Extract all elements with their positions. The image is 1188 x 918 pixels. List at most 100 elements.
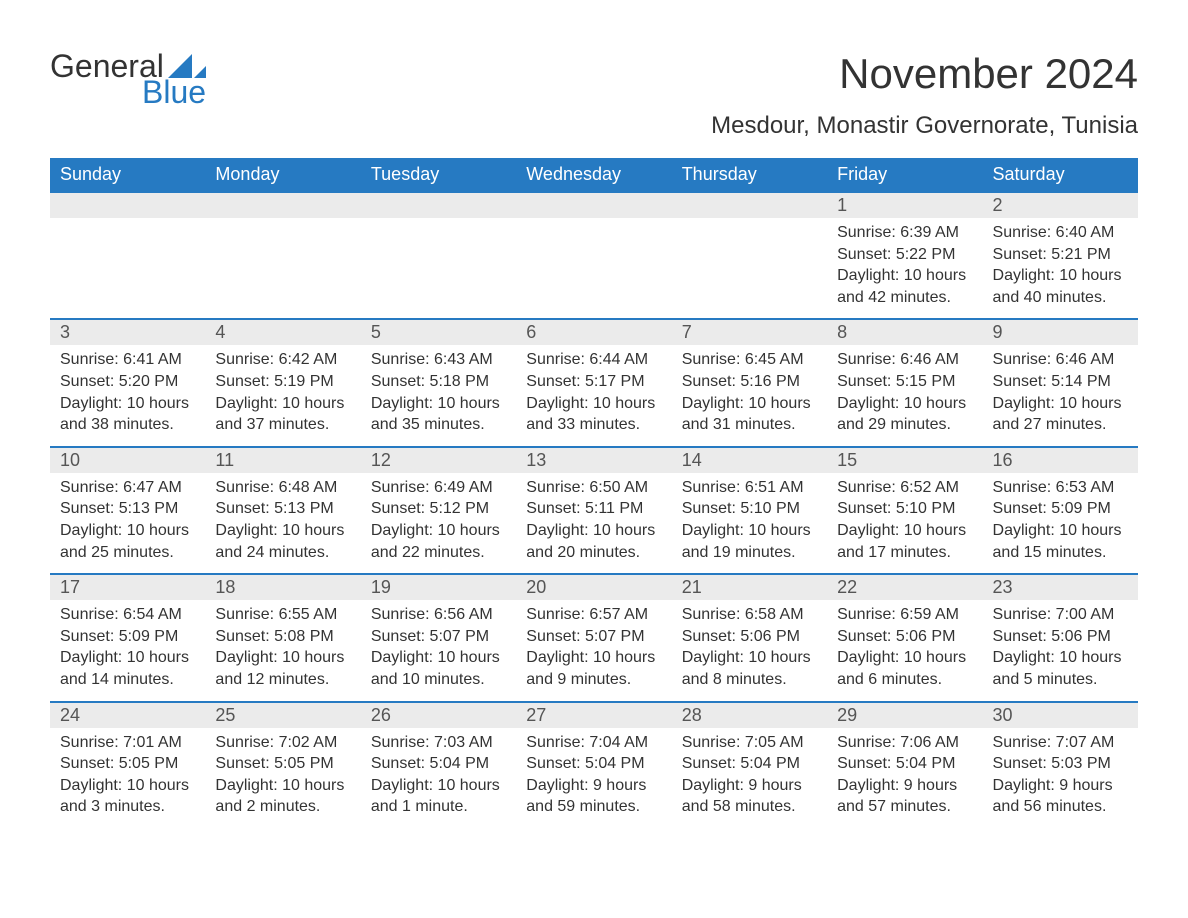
week-data-row: Sunrise: 6:47 AMSunset: 5:13 PMDaylight:… — [50, 473, 1138, 574]
day-data-cell: Sunrise: 6:48 AMSunset: 5:13 PMDaylight:… — [205, 473, 360, 574]
sunrise-text: Sunrise: 7:06 AM — [837, 732, 972, 754]
sunrise-text: Sunrise: 6:57 AM — [526, 604, 661, 626]
week-daynum-row: 10111213141516 — [50, 447, 1138, 473]
dayheader-monday: Monday — [205, 158, 360, 192]
day-number-cell: 30 — [983, 702, 1138, 728]
day-number-cell: 28 — [672, 702, 827, 728]
dayheader-tuesday: Tuesday — [361, 158, 516, 192]
day-number-cell: 8 — [827, 319, 982, 345]
day-data-cell: Sunrise: 6:58 AMSunset: 5:06 PMDaylight:… — [672, 600, 827, 701]
sunrise-text: Sunrise: 6:47 AM — [60, 477, 195, 499]
dayheader-thursday: Thursday — [672, 158, 827, 192]
day-number-cell — [361, 192, 516, 218]
sunset-text: Sunset: 5:13 PM — [215, 498, 350, 520]
sunrise-text: Sunrise: 7:07 AM — [993, 732, 1128, 754]
day-number-cell: 15 — [827, 447, 982, 473]
logo-word-2: Blue — [142, 76, 206, 108]
day-number-cell: 5 — [361, 319, 516, 345]
daylight-text: Daylight: 10 hours and 8 minutes. — [682, 647, 817, 690]
dayheader-sunday: Sunday — [50, 158, 205, 192]
day-data-cell — [672, 218, 827, 319]
sunset-text: Sunset: 5:04 PM — [526, 753, 661, 775]
daylight-text: Daylight: 10 hours and 3 minutes. — [60, 775, 195, 818]
logo: General Blue — [50, 50, 206, 108]
day-data-cell: Sunrise: 6:52 AMSunset: 5:10 PMDaylight:… — [827, 473, 982, 574]
day-data-cell: Sunrise: 7:04 AMSunset: 5:04 PMDaylight:… — [516, 728, 671, 828]
header: General Blue November 2024 — [50, 50, 1138, 108]
sunset-text: Sunset: 5:10 PM — [682, 498, 817, 520]
daylight-text: Daylight: 10 hours and 14 minutes. — [60, 647, 195, 690]
sunrise-text: Sunrise: 6:50 AM — [526, 477, 661, 499]
sunset-text: Sunset: 5:22 PM — [837, 244, 972, 266]
day-data-cell: Sunrise: 6:40 AMSunset: 5:21 PMDaylight:… — [983, 218, 1138, 319]
week-data-row: Sunrise: 6:54 AMSunset: 5:09 PMDaylight:… — [50, 600, 1138, 701]
day-number-cell: 3 — [50, 319, 205, 345]
sunset-text: Sunset: 5:11 PM — [526, 498, 661, 520]
day-number-cell: 20 — [516, 574, 671, 600]
daylight-text: Daylight: 10 hours and 27 minutes. — [993, 393, 1128, 436]
day-data-cell: Sunrise: 7:01 AMSunset: 5:05 PMDaylight:… — [50, 728, 205, 828]
day-number-cell: 18 — [205, 574, 360, 600]
location-subtitle: Mesdour, Monastir Governorate, Tunisia — [50, 112, 1138, 140]
sunrise-text: Sunrise: 6:48 AM — [215, 477, 350, 499]
day-data-cell: Sunrise: 6:41 AMSunset: 5:20 PMDaylight:… — [50, 345, 205, 446]
daylight-text: Daylight: 10 hours and 24 minutes. — [215, 520, 350, 563]
sunrise-text: Sunrise: 7:01 AM — [60, 732, 195, 754]
day-number-cell: 29 — [827, 702, 982, 728]
sunrise-text: Sunrise: 6:51 AM — [682, 477, 817, 499]
sunrise-text: Sunrise: 6:55 AM — [215, 604, 350, 626]
day-data-cell: Sunrise: 6:44 AMSunset: 5:17 PMDaylight:… — [516, 345, 671, 446]
sunrise-text: Sunrise: 6:56 AM — [371, 604, 506, 626]
daylight-text: Daylight: 9 hours and 57 minutes. — [837, 775, 972, 818]
sunset-text: Sunset: 5:06 PM — [837, 626, 972, 648]
week-daynum-row: 12 — [50, 192, 1138, 218]
dayheader-friday: Friday — [827, 158, 982, 192]
sunrise-text: Sunrise: 6:46 AM — [837, 349, 972, 371]
sunset-text: Sunset: 5:20 PM — [60, 371, 195, 393]
day-data-cell: Sunrise: 6:54 AMSunset: 5:09 PMDaylight:… — [50, 600, 205, 701]
sunrise-text: Sunrise: 7:00 AM — [993, 604, 1128, 626]
sunset-text: Sunset: 5:17 PM — [526, 371, 661, 393]
daylight-text: Daylight: 10 hours and 29 minutes. — [837, 393, 972, 436]
daylight-text: Daylight: 10 hours and 15 minutes. — [993, 520, 1128, 563]
day-data-cell: Sunrise: 6:59 AMSunset: 5:06 PMDaylight:… — [827, 600, 982, 701]
day-number-cell — [205, 192, 360, 218]
day-number-cell: 1 — [827, 192, 982, 218]
sunset-text: Sunset: 5:04 PM — [682, 753, 817, 775]
day-number-cell: 14 — [672, 447, 827, 473]
sunset-text: Sunset: 5:14 PM — [993, 371, 1128, 393]
daylight-text: Daylight: 10 hours and 25 minutes. — [60, 520, 195, 563]
day-data-cell: Sunrise: 6:47 AMSunset: 5:13 PMDaylight:… — [50, 473, 205, 574]
daylight-text: Daylight: 10 hours and 17 minutes. — [837, 520, 972, 563]
daylight-text: Daylight: 10 hours and 38 minutes. — [60, 393, 195, 436]
sunrise-text: Sunrise: 6:41 AM — [60, 349, 195, 371]
day-number-cell: 27 — [516, 702, 671, 728]
sunset-text: Sunset: 5:18 PM — [371, 371, 506, 393]
day-data-cell: Sunrise: 7:06 AMSunset: 5:04 PMDaylight:… — [827, 728, 982, 828]
sunset-text: Sunset: 5:05 PM — [215, 753, 350, 775]
day-number-cell: 2 — [983, 192, 1138, 218]
day-data-cell: Sunrise: 6:55 AMSunset: 5:08 PMDaylight:… — [205, 600, 360, 701]
daylight-text: Daylight: 10 hours and 40 minutes. — [993, 265, 1128, 308]
sunset-text: Sunset: 5:06 PM — [682, 626, 817, 648]
week-daynum-row: 17181920212223 — [50, 574, 1138, 600]
day-data-cell: Sunrise: 7:05 AMSunset: 5:04 PMDaylight:… — [672, 728, 827, 828]
day-data-cell — [516, 218, 671, 319]
daylight-text: Daylight: 10 hours and 12 minutes. — [215, 647, 350, 690]
day-data-cell: Sunrise: 6:42 AMSunset: 5:19 PMDaylight:… — [205, 345, 360, 446]
day-data-cell: Sunrise: 6:57 AMSunset: 5:07 PMDaylight:… — [516, 600, 671, 701]
daylight-text: Daylight: 10 hours and 37 minutes. — [215, 393, 350, 436]
sunset-text: Sunset: 5:04 PM — [371, 753, 506, 775]
sunset-text: Sunset: 5:10 PM — [837, 498, 972, 520]
sunrise-text: Sunrise: 7:05 AM — [682, 732, 817, 754]
sunset-text: Sunset: 5:06 PM — [993, 626, 1128, 648]
daylight-text: Daylight: 10 hours and 10 minutes. — [371, 647, 506, 690]
day-number-cell: 13 — [516, 447, 671, 473]
day-number-cell: 25 — [205, 702, 360, 728]
day-number-cell: 6 — [516, 319, 671, 345]
week-daynum-row: 24252627282930 — [50, 702, 1138, 728]
sunset-text: Sunset: 5:16 PM — [682, 371, 817, 393]
week-data-row: Sunrise: 6:39 AMSunset: 5:22 PMDaylight:… — [50, 218, 1138, 319]
daylight-text: Daylight: 10 hours and 2 minutes. — [215, 775, 350, 818]
day-data-cell: Sunrise: 6:56 AMSunset: 5:07 PMDaylight:… — [361, 600, 516, 701]
